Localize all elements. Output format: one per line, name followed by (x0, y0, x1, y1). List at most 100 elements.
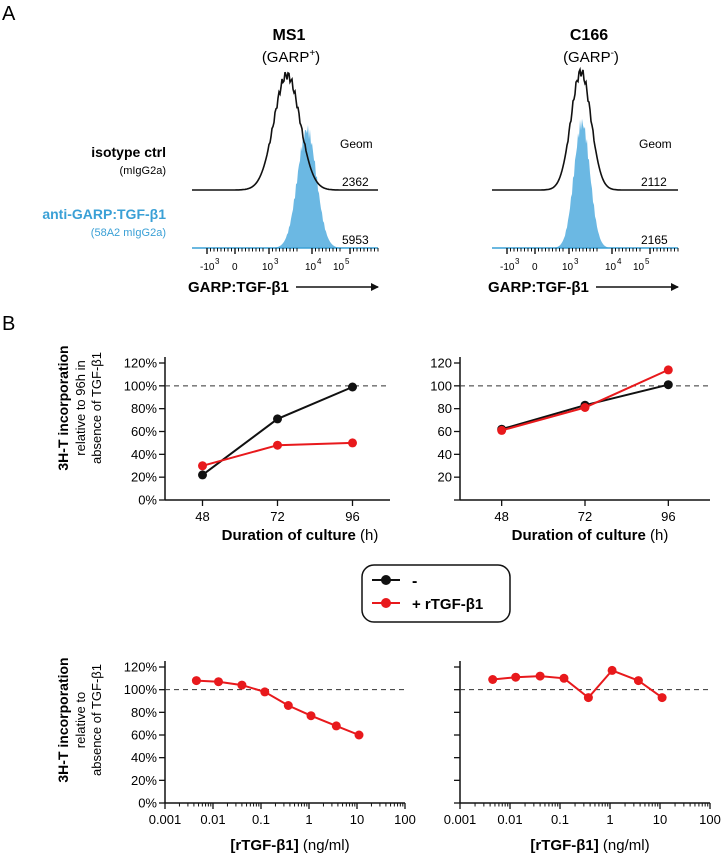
geom-iso-ms1: 2362 (342, 175, 369, 189)
flow-tick-ms1-2: 0 (232, 262, 238, 273)
xlabel-bottom-c166: [rTGF-β1] (ng/ml) (530, 837, 649, 854)
flow-tick-ms1-3: 10 (262, 262, 274, 273)
data-point-plus (488, 675, 498, 684)
y-tick-label: 40% (131, 447, 157, 462)
data-point-plus (306, 711, 316, 721)
x-tick-label: 0.1 (252, 812, 270, 827)
geom-anti-c166: 2165 (641, 233, 668, 247)
x-tick-label: 48 (195, 509, 209, 524)
isotype-sublabel: (mIgG2a) (120, 165, 166, 177)
legend-plus-label: + rTGF-β1 (412, 596, 483, 613)
y-tick-label: 80 (438, 401, 452, 416)
flow-tick-c166-3: 10 (562, 262, 574, 273)
data-point-minus (663, 380, 673, 390)
data-point-plus (580, 403, 590, 412)
y-tick-label: 120% (124, 356, 158, 371)
panel-label-b: B (2, 313, 15, 335)
y-tick-label: 20 (438, 470, 452, 485)
flow-axis-label-ms1: GARP:TGF-β1 (188, 279, 289, 296)
flow-tick-c166-5-exp: 5 (645, 257, 650, 266)
anti-garp-sublabel: (58A2 mIgG2a) (91, 227, 166, 239)
flow-tick-c166-4-exp: 4 (617, 257, 622, 266)
data-point-plus (583, 693, 593, 703)
geom-anti-ms1: 5953 (342, 233, 369, 247)
data-point-plus (354, 730, 364, 740)
x-tick-label: 72 (270, 509, 284, 524)
x-tick-label: 10 (653, 812, 667, 827)
data-point-plus (657, 693, 667, 703)
data-point-plus (497, 425, 507, 435)
data-point-plus (559, 673, 569, 683)
x-tick-label: 0.1 (551, 812, 569, 827)
flow-axis-label-c166: GARP:TGF-β1 (488, 279, 589, 296)
x-tick-label: 100 (699, 812, 721, 827)
y-tick-label: 20% (131, 773, 157, 788)
data-point-plus (260, 687, 270, 697)
isotype-histogram-c166 (492, 66, 678, 191)
flow-title-ms1: MS1 (273, 27, 306, 44)
flow-tick-c166-4: 10 (605, 262, 617, 273)
x-tick-label: 72 (578, 509, 592, 524)
flow-tick-ms1-4: 10 (305, 262, 317, 273)
data-point-minus (348, 382, 357, 392)
legend-box (361, 564, 511, 623)
y-tick-label: 100 (430, 378, 452, 393)
x-tick-label: 48 (494, 509, 508, 524)
y-tick-label: 100% (124, 378, 158, 393)
x-tick-label: 96 (345, 509, 359, 524)
y-tick-label: 20% (131, 470, 157, 485)
chart-dose-ms1: 0% 20% 40% 60% 80% 100% 120% 0.001 0.01 0.1 1 10 100 (124, 660, 416, 828)
flow-tick-ms1-3-exp: 3 (274, 257, 279, 266)
data-point-plus (607, 665, 617, 675)
data-point-minus (198, 470, 207, 480)
isotype-label: isotype ctrl (91, 144, 166, 160)
ylabel-bottom-sub1: relative to (73, 692, 88, 748)
chart-dose-c166: 0.001 0.01 0.1 1 10 100 (444, 661, 721, 827)
legend-minus-label: - (412, 573, 417, 590)
chart-time-c166: 20 40 60 80 100 120 48 72 96 (430, 356, 710, 524)
data-point-plus (511, 672, 521, 682)
flow-tick-ms1-1: -10 (200, 262, 215, 273)
x-tick-label: 10 (350, 812, 364, 827)
x-tick-label: 0.01 (200, 812, 225, 827)
data-point-plus (198, 461, 207, 471)
y-tick-label: 120% (124, 660, 158, 675)
data-point-plus (331, 721, 341, 731)
x-tick-label: 0.001 (444, 812, 477, 827)
data-point-plus (283, 701, 293, 710)
x-tick-label: 1 (606, 812, 613, 827)
isotype-histogram-ms1 (192, 71, 378, 191)
x-tick-label: 1 (305, 812, 312, 827)
xlabel-top-c166: Duration of culture (h) (512, 527, 669, 544)
anti-garp-label: anti-GARP:TGF-β1 (42, 206, 166, 222)
ylabel-bottom-sub2: absence of TGF-β1 (89, 664, 104, 776)
y-tick-label: 60% (131, 728, 157, 743)
anti-histogram-c166 (492, 118, 678, 248)
chart-time-ms1: 0% 20% 40% 60% 80% 100% 120% 48 72 96 (124, 356, 390, 524)
data-point-plus (633, 676, 643, 686)
data-point-plus (191, 676, 201, 686)
ylabel-top-sub1: relative to 96h in (73, 360, 88, 455)
flow-axis-ticks-ms1: -10 3 0 10 3 10 4 10 5 (200, 257, 350, 273)
y-tick-label: 100% (124, 682, 158, 697)
flow-tick-c166-5: 10 (633, 262, 645, 273)
geom-label-ms1: Geom (340, 137, 373, 151)
flow-tick-c166-1: -10 (500, 262, 515, 273)
flow-axis-ticks-c166: -10 3 0 10 3 10 4 10 5 (500, 257, 650, 273)
y-tick-label: 40 (438, 447, 452, 462)
x-tick-label: 96 (661, 509, 675, 524)
flow-tick-c166-3-exp: 3 (574, 257, 579, 266)
y-tick-label: 60% (131, 424, 157, 439)
x-tick-label: 0.01 (497, 812, 522, 827)
series-line-minus (201, 386, 353, 476)
data-point-plus (663, 365, 673, 375)
legend-minus-marker (381, 575, 391, 585)
geom-label-c166: Geom (639, 137, 672, 151)
data-point-plus (348, 438, 357, 448)
ylabel-bottom-main: 3H-T incorporation (55, 657, 71, 782)
data-point-plus (535, 671, 545, 681)
data-point-plus (237, 680, 247, 690)
legend-plus-marker (381, 598, 391, 608)
data-point-plus (214, 677, 223, 687)
